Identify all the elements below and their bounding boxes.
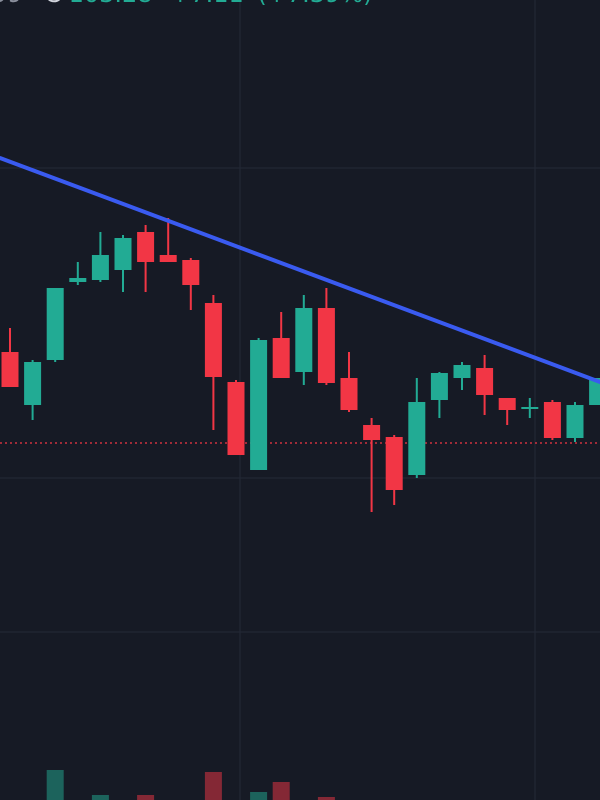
volume-bar [46, 770, 64, 800]
close-label: C [44, 0, 61, 8]
prev-value: 99 [0, 0, 23, 8]
candle-body [385, 437, 403, 490]
candle-body [69, 278, 87, 282]
candle-body [114, 238, 132, 270]
candle-body [543, 402, 561, 438]
candle-body [295, 308, 313, 372]
trendline [0, 156, 600, 384]
candle-body [46, 288, 64, 360]
volume-bar [204, 772, 222, 800]
close-value: 103.28 [69, 0, 153, 8]
candle-body [566, 405, 584, 438]
candle-body [272, 338, 290, 378]
change-pct: (+7.39%) [257, 0, 372, 8]
candle-body [589, 378, 600, 405]
candle-body [317, 308, 335, 383]
candle-body [24, 362, 42, 405]
candle-body [363, 425, 381, 440]
candle-body [430, 373, 448, 400]
candle-body [227, 382, 245, 455]
volume-bar [250, 792, 268, 800]
candle-body [408, 402, 426, 475]
candle-body [498, 398, 516, 410]
volume-bar [317, 797, 335, 800]
candle-body [340, 378, 358, 410]
candle-body [91, 255, 109, 280]
candle-body [476, 368, 494, 395]
candle-body [182, 260, 200, 285]
volume-bar [272, 782, 290, 800]
candle-body [250, 340, 268, 470]
header: 99 C 103.28 +7.11 (+7.39%) [0, 0, 372, 8]
change: +7.11 [170, 0, 244, 8]
candle-body [1, 352, 19, 387]
volume-bar [137, 795, 155, 800]
candle-body [137, 232, 155, 262]
candle-body [204, 303, 222, 377]
candle-body [521, 407, 539, 409]
volume-bar [91, 795, 109, 800]
candle-body [159, 255, 177, 262]
candle-body [453, 365, 471, 378]
